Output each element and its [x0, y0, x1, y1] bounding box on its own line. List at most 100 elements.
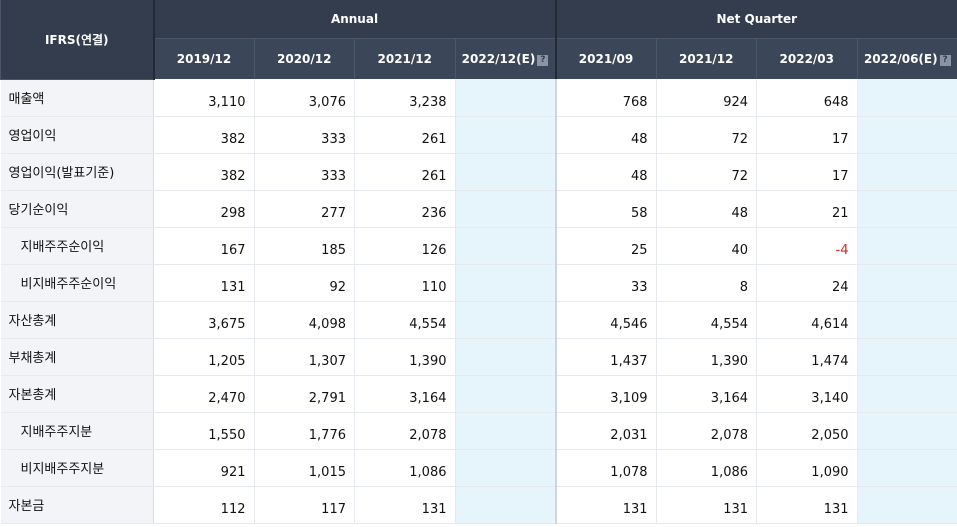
group-header-net-quarter: Net Quarter: [555, 0, 957, 39]
table-cell: 4,098: [254, 301, 355, 339]
help-icon[interactable]: ?: [537, 55, 549, 66]
column-header-label: 2020/12: [277, 52, 332, 66]
table-cell: 261: [354, 153, 456, 191]
table-cell: [857, 375, 957, 413]
table-row: 매출액 3,110 3,076 3,238 768 924 648: [0, 79, 957, 117]
row-label: 영업이익(발표기준): [0, 153, 154, 191]
table-cell: 333: [254, 116, 355, 154]
table-cell: [857, 190, 957, 228]
table-cell: 40: [656, 227, 758, 265]
group-header-annual: Annual: [152, 0, 557, 39]
table-cell: 1,776: [254, 412, 355, 450]
table-cell: 333: [254, 153, 355, 191]
table-cell: 924: [656, 79, 758, 117]
table-cell: 1,550: [153, 412, 255, 450]
column-header: 2021/12: [655, 38, 758, 79]
table-cell: 131: [555, 486, 657, 524]
column-header: 2022/03: [756, 38, 858, 79]
table-cell: 3,675: [153, 301, 255, 339]
table-cell: 112: [153, 486, 255, 524]
table-cell: 4,554: [354, 301, 456, 339]
table-cell: [857, 301, 957, 339]
row-label: 비지배주주지분: [0, 449, 154, 487]
table-cell: [857, 79, 957, 117]
table-cell: 131: [756, 486, 858, 524]
table-cell: 1,390: [354, 338, 456, 376]
table-cell: 48: [656, 190, 758, 228]
column-header-label: 2022/06(E): [863, 52, 938, 66]
table-cell: 3,109: [555, 375, 657, 413]
column-header: 2022/06(E)?: [856, 38, 957, 79]
table-cell: [857, 449, 957, 487]
column-header: 2019/12: [153, 38, 255, 79]
row-label: 지배주주순이익: [0, 227, 154, 265]
table-cell: 72: [656, 116, 758, 154]
table-cell: 4,546: [555, 301, 657, 339]
table-cell: 33: [555, 264, 657, 302]
table-cell: 261: [354, 116, 456, 154]
table-cell: 17: [756, 153, 858, 191]
table-cell: 1,086: [656, 449, 758, 487]
table-row: 자산총계 3,675 4,098 4,554 4,546 4,554 4,614: [0, 301, 957, 339]
table-cell: [857, 227, 957, 265]
table-cell: 48: [555, 116, 657, 154]
table-cell: 185: [254, 227, 355, 265]
row-label: 자산총계: [0, 301, 154, 339]
table-cell: [455, 79, 557, 117]
row-label: 자본총계: [0, 375, 154, 413]
table-cell: [455, 486, 557, 524]
table-row: 영업이익 382 333 261 48 72 17: [0, 116, 957, 154]
table-cell: 17: [756, 116, 858, 154]
column-header: 2021/09: [555, 38, 657, 79]
column-header: 2020/12: [253, 38, 355, 79]
table-cell: 24: [756, 264, 858, 302]
table-row: 영업이익(발표기준) 382 333 261 48 72 17: [0, 153, 957, 191]
table-cell: 1,307: [254, 338, 355, 376]
table-cell: 131: [153, 264, 255, 302]
table-cell: 2,050: [756, 412, 858, 450]
table-cell: 117: [254, 486, 355, 524]
table-cell: 8: [656, 264, 758, 302]
table-cell: [455, 301, 557, 339]
table-cell: [857, 486, 957, 524]
table-cell: 3,140: [756, 375, 858, 413]
table-cell: 4,614: [756, 301, 858, 339]
table-cell: [455, 153, 557, 191]
column-header-label: 2022/12(E): [461, 52, 536, 66]
table-cell: 167: [153, 227, 255, 265]
table-cell: 2,078: [354, 412, 456, 450]
table-row: 비지배주주순이익 131 92 110 33 8 24: [0, 264, 957, 302]
row-label: 지배주주지분: [0, 412, 154, 450]
table-cell: 72: [656, 153, 758, 191]
column-header-label: 2022/03: [779, 52, 834, 66]
table-cell: 3,238: [354, 79, 456, 117]
table-cell: 58: [555, 190, 657, 228]
table-cell: 25: [555, 227, 657, 265]
table-row: 당기순이익 298 277 236 58 48 21: [0, 190, 957, 228]
table-cell: [455, 412, 557, 450]
table-cell: 1,015: [254, 449, 355, 487]
column-header-label: 2021/12: [377, 52, 432, 66]
table-row: 비지배주주지분 921 1,015 1,086 1,078 1,086 1,090: [0, 449, 957, 487]
table-cell: 4,554: [656, 301, 758, 339]
table-cell: 2,078: [656, 412, 758, 450]
table-cell: [455, 375, 557, 413]
table-cell: [455, 227, 557, 265]
help-icon[interactable]: ?: [939, 55, 951, 66]
table-cell: [455, 338, 557, 376]
table-cell: [455, 116, 557, 154]
table-cell: [455, 264, 557, 302]
table-cell: 1,390: [656, 338, 758, 376]
table-cell: 3,076: [254, 79, 355, 117]
table-cell: 48: [555, 153, 657, 191]
table-cell: 298: [153, 190, 255, 228]
table-cell: [857, 338, 957, 376]
table-cell: [857, 264, 957, 302]
table-cell: 110: [354, 264, 456, 302]
table-cell: 2,470: [153, 375, 255, 413]
table-cell: 131: [354, 486, 456, 524]
corner-label: IFRS(연결): [0, 0, 155, 80]
row-label: 영업이익: [0, 116, 154, 154]
table-cell: 1,078: [555, 449, 657, 487]
